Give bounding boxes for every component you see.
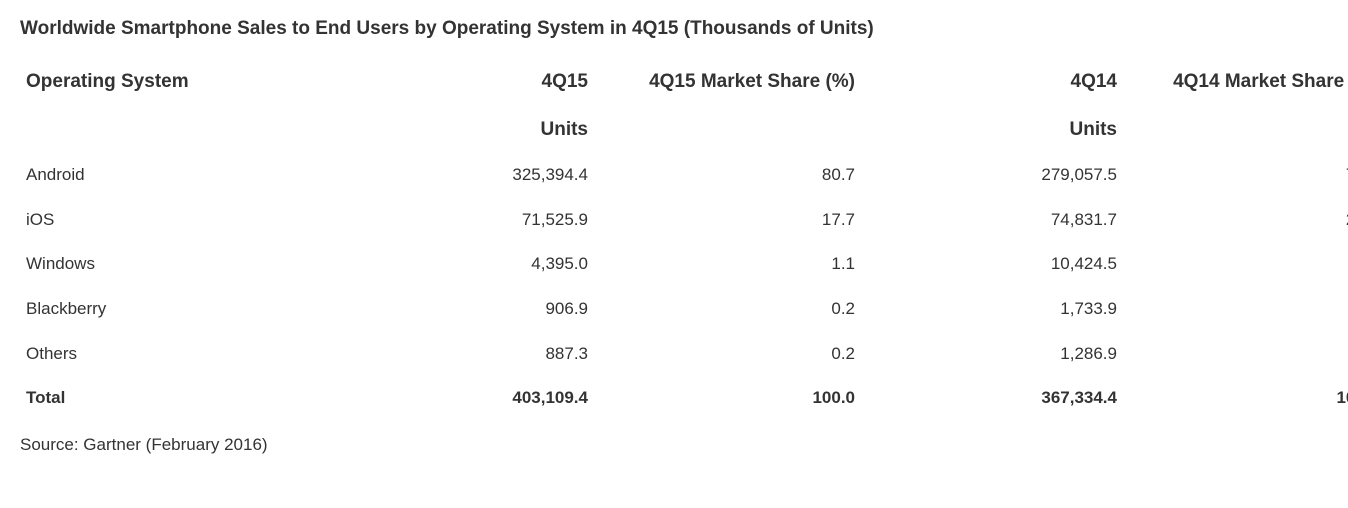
cell-4q15-units: 887.3 bbox=[402, 332, 594, 377]
col-header-4q14-top: 4Q14 bbox=[861, 58, 1123, 106]
cell-4q14-share: 76.0 bbox=[1123, 153, 1348, 198]
cell-os: iOS bbox=[20, 198, 402, 243]
table-row: Android 325,394.4 80.7 279,057.5 76.0 bbox=[20, 153, 1348, 198]
table-row-total: Total 403,109.4 100.0 367,334.4 100.0 bbox=[20, 376, 1348, 421]
cell-os: Windows bbox=[20, 242, 402, 287]
cell-4q15-share: 80.7 bbox=[594, 153, 861, 198]
cell-4q15-units: 71,525.9 bbox=[402, 198, 594, 243]
cell-4q15-units: 325,394.4 bbox=[402, 153, 594, 198]
cell-total-4q15-units: 403,109.4 bbox=[402, 376, 594, 421]
cell-4q15-share: 17.7 bbox=[594, 198, 861, 243]
col-header-4q15-share: 4Q15 Market Share (%) bbox=[594, 58, 861, 153]
table-row: iOS 71,525.9 17.7 74,831.7 20.4 bbox=[20, 198, 1348, 243]
table-row: Others 887.3 0.2 1,286.9 0.4 bbox=[20, 332, 1348, 377]
cell-4q14-units: 74,831.7 bbox=[861, 198, 1123, 243]
cell-4q14-units: 10,424.5 bbox=[861, 242, 1123, 287]
cell-4q14-units: 1,286.9 bbox=[861, 332, 1123, 377]
cell-total-4q14-units: 367,334.4 bbox=[861, 376, 1123, 421]
cell-total-4q15-share: 100.0 bbox=[594, 376, 861, 421]
cell-total-4q14-share: 100.0 bbox=[1123, 376, 1348, 421]
col-header-4q15-top: 4Q15 bbox=[402, 58, 594, 106]
table-row: Windows 4,395.0 1.1 10,424.5 2.8 bbox=[20, 242, 1348, 287]
cell-4q14-units: 1,733.9 bbox=[861, 287, 1123, 332]
col-header-4q14-share: 4Q14 Market Share (%) bbox=[1123, 58, 1348, 153]
cell-total-label: Total bbox=[20, 376, 402, 421]
cell-4q15-share: 0.2 bbox=[594, 287, 861, 332]
source-line: Source: Gartner (February 2016) bbox=[20, 435, 1328, 455]
sales-table: Operating System 4Q15 4Q15 Market Share … bbox=[20, 58, 1348, 421]
cell-os: Android bbox=[20, 153, 402, 198]
cell-4q15-units: 4,395.0 bbox=[402, 242, 594, 287]
cell-os: Others bbox=[20, 332, 402, 377]
cell-4q14-units: 279,057.5 bbox=[861, 153, 1123, 198]
table-row: Blackberry 906.9 0.2 1,733.9 0.5 bbox=[20, 287, 1348, 332]
col-header-4q14-units: Units bbox=[861, 106, 1123, 154]
cell-4q14-share: 0.5 bbox=[1123, 287, 1348, 332]
col-header-4q15-units: Units bbox=[402, 106, 594, 154]
cell-4q14-share: 20.4 bbox=[1123, 198, 1348, 243]
col-header-os: Operating System bbox=[20, 58, 402, 153]
table-title: Worldwide Smartphone Sales to End Users … bbox=[20, 18, 1328, 40]
cell-4q14-share: 2.8 bbox=[1123, 242, 1348, 287]
cell-os: Blackberry bbox=[20, 287, 402, 332]
cell-4q14-share: 0.4 bbox=[1123, 332, 1348, 377]
cell-4q15-share: 0.2 bbox=[594, 332, 861, 377]
cell-4q15-units: 906.9 bbox=[402, 287, 594, 332]
cell-4q15-share: 1.1 bbox=[594, 242, 861, 287]
